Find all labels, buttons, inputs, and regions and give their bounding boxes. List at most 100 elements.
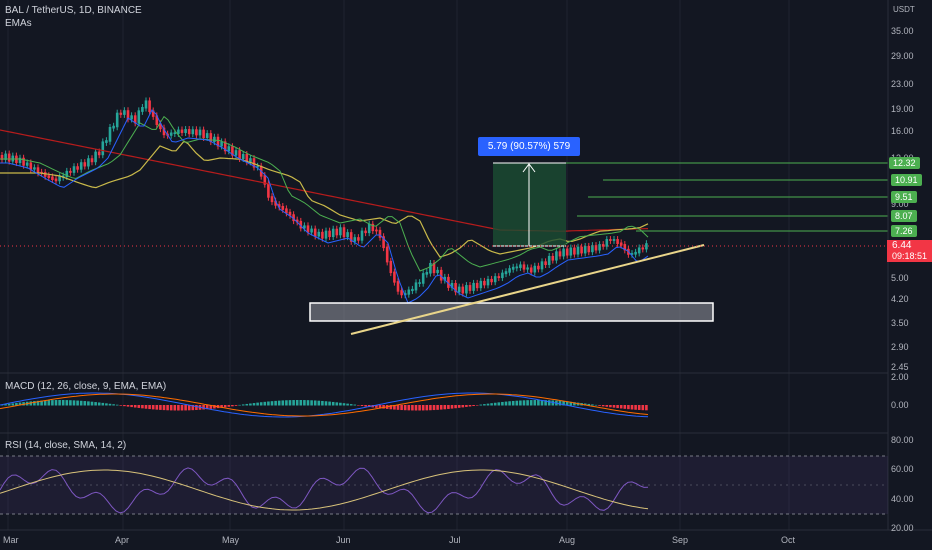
candle-body: [213, 136, 216, 143]
macd-bar: [259, 402, 263, 406]
candle-body: [533, 265, 537, 273]
macd-bar: [544, 400, 547, 406]
macd-bar: [540, 400, 544, 406]
macd-bar: [209, 405, 213, 409]
candle-body: [465, 285, 468, 294]
macd-bar: [180, 405, 184, 411]
macd-bar: [436, 405, 439, 410]
candle-body: [162, 127, 166, 136]
candle-body: [47, 175, 51, 179]
macd-bar: [108, 403, 112, 406]
candle-body: [144, 100, 148, 109]
candle-body: [231, 146, 234, 156]
macd-bar: [126, 405, 130, 407]
macd-bar: [601, 405, 605, 407]
macd-bar: [504, 401, 508, 406]
price-tick: 9.00: [891, 199, 909, 209]
macd-bar: [360, 405, 364, 407]
ema-mid-line: [0, 115, 649, 272]
candle-body: [483, 280, 486, 286]
candle-body: [148, 100, 151, 113]
candle-body: [634, 251, 637, 255]
candle-body: [367, 223, 371, 234]
macd-bar: [205, 405, 209, 410]
macd-bar: [609, 405, 612, 408]
price-tick: 2.45: [891, 362, 909, 372]
level-tag: 9.51: [891, 191, 917, 203]
macd-bar: [65, 400, 69, 406]
chart-title[interactable]: BAL / TetherUS, 1D, BINANCE: [5, 5, 142, 16]
candle-body: [209, 133, 213, 143]
measure-arrowhead: [522, 163, 536, 173]
candle-body: [270, 196, 274, 203]
candle-body: [393, 271, 396, 283]
macd-bar: [155, 405, 159, 410]
macd-bar: [454, 405, 457, 409]
macd-bar: [61, 400, 65, 406]
macd-bar: [587, 403, 591, 406]
candle-body: [65, 170, 69, 178]
rsi-legend[interactable]: RSI (14, close, SMA, 14, 2): [5, 440, 127, 451]
candle-body: [169, 132, 173, 136]
macd-bar: [40, 400, 43, 406]
price-tick: 5.00: [891, 273, 909, 283]
macd-bar: [54, 400, 58, 406]
rsi-tick: 60.00: [891, 464, 914, 474]
macd-bar: [432, 405, 436, 411]
macd-bar: [270, 401, 274, 406]
candle-body: [321, 231, 324, 239]
macd-bar: [634, 405, 637, 410]
candle-body: [364, 230, 367, 234]
macd-bar: [252, 403, 256, 406]
macd-bar: [342, 403, 346, 406]
macd-bar: [367, 405, 371, 407]
candle-body: [94, 151, 97, 163]
current-price-tag: 6.44 09:18:51: [887, 240, 932, 262]
macd-bar: [645, 405, 648, 411]
macd-bar: [396, 405, 400, 410]
candle-body: [529, 267, 533, 273]
candle-body: [511, 266, 515, 270]
macd-bar: [101, 402, 105, 406]
macd-bar: [184, 405, 187, 411]
candle-body: [619, 242, 623, 246]
candle-body: [407, 289, 411, 295]
candle-body: [97, 151, 101, 156]
macd-tick: 0.00: [891, 400, 909, 410]
candle-body: [25, 162, 29, 166]
macd-bar: [11, 403, 15, 406]
macd-bar: [47, 400, 51, 406]
macd-bar: [382, 405, 385, 409]
candle-body: [69, 170, 72, 173]
macd-line: [0, 392, 649, 418]
macd-bar: [573, 402, 576, 406]
candle-body: [54, 178, 58, 182]
candle-body: [83, 162, 87, 167]
measure-label[interactable]: 5.79 (90.57%) 579: [478, 137, 580, 156]
macd-legend[interactable]: MACD (12, 26, close, 9, EMA, EMA): [5, 381, 167, 392]
candle-body: [389, 260, 393, 274]
candle-body: [198, 129, 202, 136]
macd-bar: [133, 405, 137, 408]
candle-body: [159, 123, 162, 130]
candle-body: [609, 239, 612, 241]
candle-body: [637, 247, 641, 254]
candle-body: [335, 228, 339, 236]
candle-body: [461, 286, 465, 294]
rsi-tick: 80.00: [891, 435, 914, 445]
macd-bar: [76, 400, 79, 406]
candle-body: [475, 282, 479, 289]
rsi-sma-line: [0, 469, 649, 511]
candle-body: [115, 112, 119, 128]
candle-body: [119, 112, 123, 115]
candle-body: [414, 282, 418, 291]
macd-bar: [299, 400, 303, 406]
candle-body: [331, 228, 335, 238]
macd-bar: [515, 400, 519, 406]
macd-bar: [375, 405, 378, 408]
indicator-label-emas[interactable]: EMAs: [5, 18, 32, 29]
candle-body: [317, 231, 321, 237]
candle-body: [403, 293, 407, 296]
macd-bar: [69, 400, 72, 406]
